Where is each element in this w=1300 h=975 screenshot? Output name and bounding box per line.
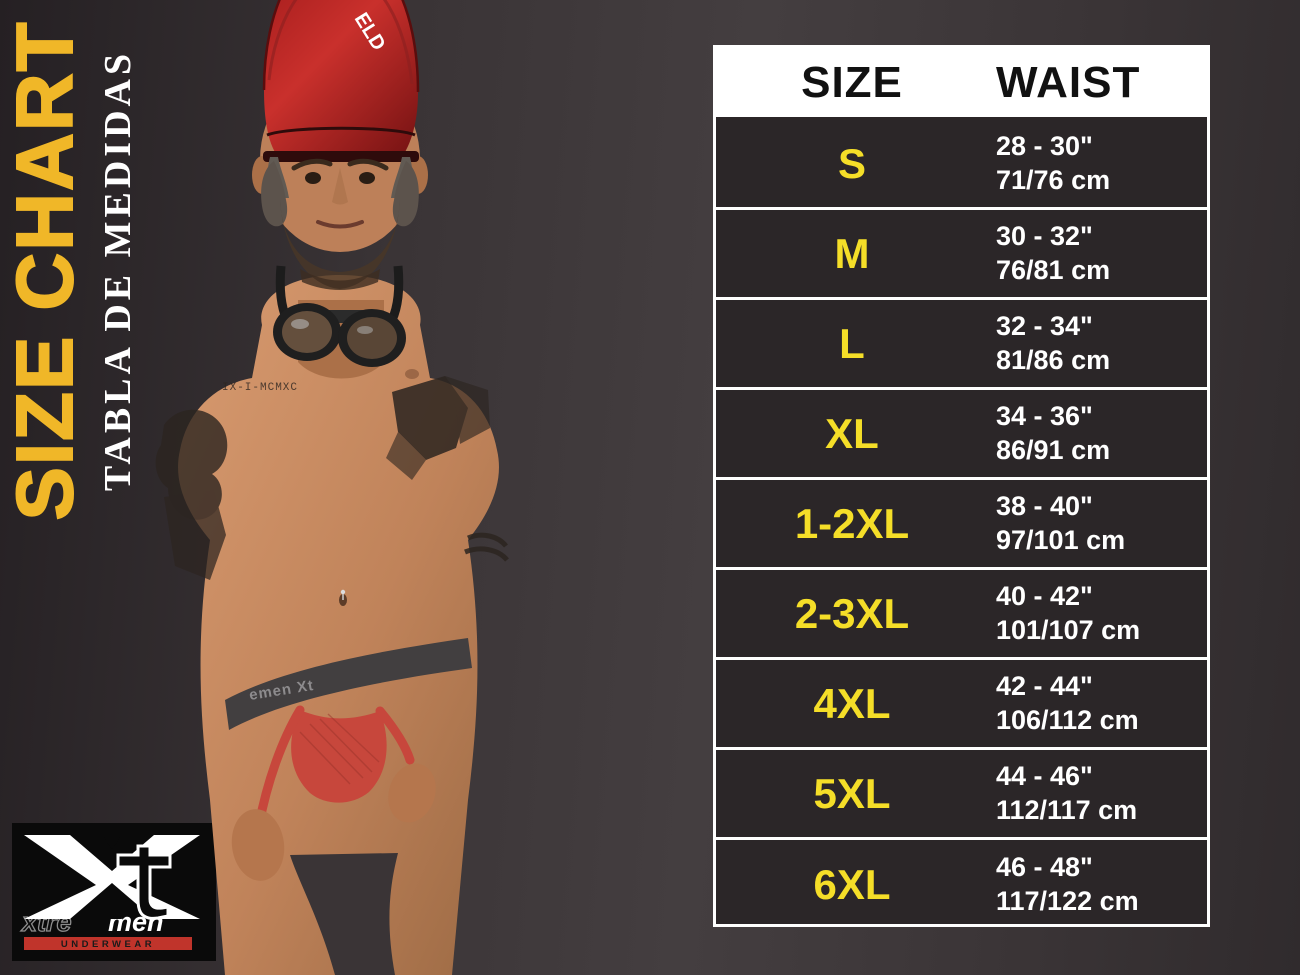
svg-text:IX-I-MCMXC: IX-I-MCMXC xyxy=(222,382,298,394)
svg-text:UNDERWEAR: UNDERWEAR xyxy=(61,939,155,950)
